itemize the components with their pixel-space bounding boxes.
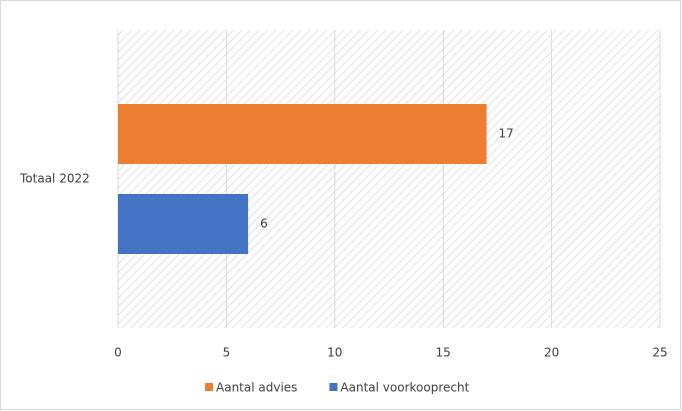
x-tick-label: 25 [652,346,667,360]
legend-label: Aantal advies [216,381,297,395]
y-tick-label: Totaal 2022 [19,172,90,186]
bar [118,194,249,254]
x-tick-label: 10 [327,346,342,360]
data-label: 17 [499,127,514,141]
plot-area [118,30,660,328]
data-label: 6 [260,217,268,231]
x-tick-label: 5 [223,346,231,360]
x-tick-label: 0 [114,346,122,360]
x-tick-label: 20 [544,346,559,360]
x-tick-label: 15 [436,346,451,360]
bar [118,104,487,164]
legend-label: Aantal voorkooprecht [340,381,469,395]
legend-swatch [205,383,213,391]
legend-swatch [329,383,338,391]
